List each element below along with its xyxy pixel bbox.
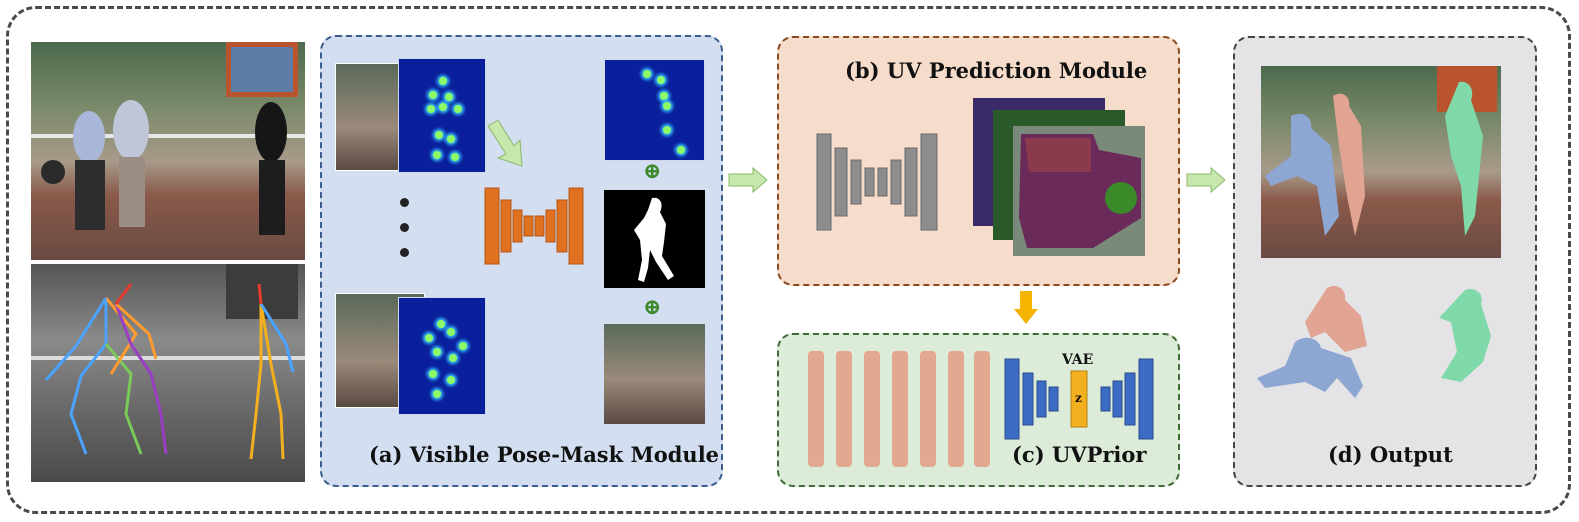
green-arrow-a	[487, 119, 523, 167]
input-photo	[31, 42, 305, 260]
panel-d-title: (d) Output	[1328, 442, 1453, 467]
uv-maps-stack	[973, 98, 1145, 256]
mesh-overlay-photo	[1261, 66, 1501, 258]
orange-encoder-decoder	[484, 187, 584, 265]
heatmap-top	[398, 58, 486, 173]
fitted-meshes	[1265, 66, 1497, 236]
orange-arrow-bc	[1014, 291, 1038, 324]
person-mask	[604, 190, 705, 288]
ellipsis-dots	[400, 198, 412, 260]
vae-network	[1004, 358, 1154, 440]
heatmap-bottom	[398, 297, 486, 415]
panel-c-title: (c) UVPrior	[1012, 442, 1147, 467]
oplus-symbol-2: ⊕	[643, 294, 662, 320]
occluded-input-crop	[604, 324, 705, 424]
oplus-symbol-1: ⊕	[643, 158, 662, 184]
green-arrow-ab	[728, 166, 768, 194]
vae-label: VAE	[1062, 352, 1094, 368]
latent-z-label: z	[1075, 391, 1082, 405]
green-arrow-bd	[1186, 166, 1226, 194]
skeleton-overlay	[31, 264, 305, 460]
panel-a-title: (a) Visible Pose-Mask Module	[369, 442, 720, 467]
novel-view-meshes	[1257, 285, 1491, 398]
body-samples-grid	[808, 351, 990, 467]
mask-silhouette	[634, 197, 674, 282]
panel-b-title: (b) UV Prediction Module	[845, 58, 1148, 83]
pose-overlay-photo	[31, 264, 305, 482]
players-sketch	[31, 42, 305, 235]
visible-joint-heatmap	[604, 59, 705, 161]
outer-frame	[6, 6, 1571, 514]
gray-encoder-decoder	[816, 133, 938, 231]
